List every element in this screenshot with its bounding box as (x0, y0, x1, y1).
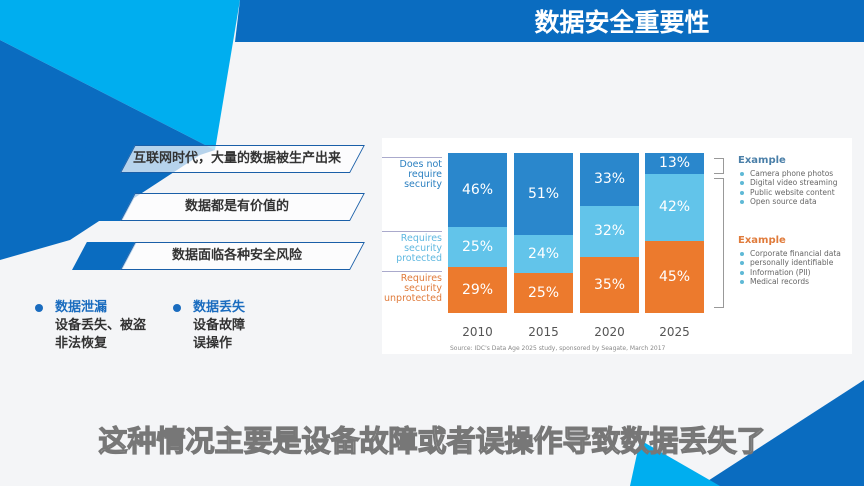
slide-title: 数据安全重要性 (534, 8, 710, 37)
bullet-dot-icon (173, 304, 181, 312)
bracket (714, 177, 724, 308)
series-label: Requires security unprotected (382, 270, 442, 304)
bar-segment: 45% (645, 241, 704, 313)
bar-segment: 24% (514, 234, 573, 273)
legend-title: Example (738, 155, 786, 166)
subtitle-caption: 这种情况主要是设备故障或者误操作导致数据丢失了 (98, 423, 766, 458)
bar-segment: 35% (580, 257, 639, 313)
point-1: 互联网时代，大量的数据被生产出来 (72, 145, 365, 173)
stacked-bar-chart: Source: IDC's Data Age 2025 study, spons… (382, 138, 852, 354)
x-tick-label: 2025 (659, 325, 690, 339)
legend-block: Example Corporate financial data personall… (738, 236, 841, 287)
x-tick-label: 2020 (594, 325, 625, 339)
legend-item: Information (PII) (738, 268, 841, 278)
bullet-data-leak: 数据泄漏 设备丢失、被盗 非法恢复 (35, 299, 146, 353)
series-label: Requires security protected (382, 230, 442, 264)
bar-segment: 32% (580, 205, 639, 257)
chart-source: Source: IDC's Data Age 2025 study, spons… (450, 345, 666, 352)
legend-item: personally identifiable (738, 258, 841, 268)
bar-segment: 33% (580, 153, 639, 206)
legend-item: Corporate financial data (738, 249, 841, 259)
bar-segment: 25% (448, 226, 507, 267)
bullet-dot-icon (35, 304, 43, 312)
legend-item: Digital video streaming (738, 178, 837, 188)
bracket (714, 158, 724, 174)
legend-item: Medical records (738, 277, 841, 287)
bar-segment: 13% (645, 153, 704, 174)
x-tick-label: 2015 (528, 325, 559, 339)
x-tick-label: 2010 (462, 325, 493, 339)
bar-segment: 29% (448, 266, 507, 313)
legend-item: Camera phone photos (738, 169, 837, 179)
bar-segment: 42% (645, 173, 704, 241)
legend-block: Example Camera phone photos Digital video … (738, 156, 837, 207)
legend-item: Public website content (738, 188, 837, 198)
point-3: 数据面临各种安全风险 (72, 242, 365, 270)
bar-segment: 25% (514, 273, 573, 313)
bullet-data-loss: 数据丢失 设备故障 误操作 (173, 299, 245, 353)
point-2: 数据都是有价值的 (72, 193, 365, 221)
series-label: Does not require security (382, 157, 442, 190)
bar-segment: 51% (514, 153, 573, 235)
legend-title: Example (738, 235, 786, 246)
bar-segment: 46% (448, 153, 507, 227)
legend-item: Open source data (738, 197, 837, 207)
